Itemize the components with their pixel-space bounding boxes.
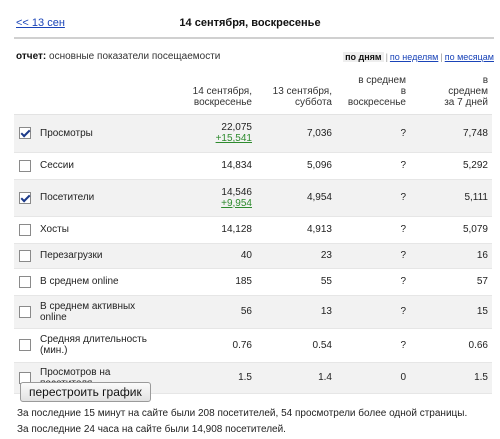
header-divider [14,37,494,39]
value-yesterday: 4,913 [256,216,336,244]
value-avg-7days: 15 [412,295,492,329]
value-yesterday: 1.4 [256,362,336,394]
value-avg-weekday: 0 [336,362,412,394]
report-label: отчет: [16,51,47,62]
value-avg-weekday: ? [336,216,412,244]
value-yesterday: 7,036 [256,114,336,153]
table-header-row: 14 сентября, воскресенье 13 сентября, субб… [14,66,492,115]
metric-name: В среднем online [36,268,174,296]
value-avg-weekday: ? [336,152,412,180]
value-yesterday: 4,954 [256,179,336,217]
metric-name: Средняя длительность (мин.) [36,328,174,363]
table-row: Сессии 14,834 5,096? 5,292 [14,152,492,180]
report-caption: отчет: основные показатели посещаемости [16,51,220,62]
metric-name: Сессии [36,152,174,180]
value-avg-weekday: ? [336,243,412,269]
row-checkbox-cell [14,152,36,180]
footer-line-24h: За последние 24 часа на сайте были 14,90… [17,424,286,435]
value-yesterday: 0.54 [256,328,336,363]
date-header: << 13 сен 14 сентября, воскресенье [0,0,500,44]
metric-name: Хосты [36,216,174,244]
table-row: Просмотры 22,075 +15,541 7,036? 7,748 [14,114,492,153]
value-avg-7days: 57 [412,268,492,296]
row-checkbox-cell [14,328,36,363]
metric-checkbox[interactable] [19,223,31,236]
value-avg-7days: 1.5 [412,362,492,394]
value-yesterday: 13 [256,295,336,329]
value-avg-7days: 5,292 [412,152,492,180]
metric-name: Посетители [36,179,174,217]
value-avg-7days: 7,748 [412,114,492,153]
metric-checkbox[interactable] [19,275,31,288]
value-avg-weekday: ? [336,268,412,296]
value-today: 185 [174,268,256,296]
value-today: 14,834 [174,152,256,180]
metric-name: Просмотры [36,114,174,153]
value-avg-7days: 0.66 [412,328,492,363]
metric-checkbox[interactable] [19,127,31,139]
report-name: основные показатели посещаемости [49,51,221,62]
delta-link[interactable]: +15,541 [215,133,252,144]
period-by-weeks[interactable]: по неделям [389,52,439,62]
value-avg-weekday: ? [336,179,412,217]
table-row: Перезагрузки 40 23? 16 [14,243,492,269]
page-title: 14 сентября, воскресенье [179,17,321,29]
value-yesterday: 5,096 [256,152,336,180]
row-checkbox-cell [14,179,36,217]
metric-name: В среднем активных online [36,295,174,329]
table-row: Посетители 14,546 +9,954 4,954? 5,111 [14,179,492,217]
metric-checkbox[interactable] [19,249,31,262]
period-separator: | [440,52,443,62]
header-col-avg-7days: в среднем за 7 дней [412,66,492,115]
value-today: 22,075 +15,541 [174,114,256,153]
header-col-avg-weekday: в среднем в воскресенье [336,66,412,115]
row-checkbox-cell [14,295,36,329]
value-today: 56 [174,295,256,329]
header-col-yesterday: 13 сентября, суббота [256,66,336,115]
value-today: 40 [174,243,256,269]
value-avg-weekday: ? [336,114,412,153]
value-avg-7days: 5,079 [412,216,492,244]
delta-link[interactable]: +9,954 [221,197,252,209]
row-checkbox-cell [14,114,36,153]
metric-name: Перезагрузки [36,243,174,269]
header-checkbox-col [14,66,36,115]
metric-checkbox[interactable] [19,339,31,351]
stats-table: 14 сентября, воскресенье 13 сентября, субб… [14,66,492,394]
previous-day-link[interactable]: << 13 сен [16,17,65,29]
value-avg-weekday: ? [336,295,412,329]
rebuild-chart-button[interactable]: перестроить график [20,382,151,402]
table-row: В среднем активных online 56 13? 15 [14,295,492,329]
value-avg-7days: 16 [412,243,492,269]
period-by-days[interactable]: по дням [343,52,384,62]
period-separator: | [385,52,388,62]
value-today: 0.76 [174,328,256,363]
row-checkbox-cell [14,268,36,296]
footer-line-15min: За последние 15 минут на сайте были 208 … [17,408,468,419]
table-row: Хосты 14,128 4,913? 5,079 [14,216,492,244]
metric-checkbox[interactable] [19,305,31,318]
row-checkbox-cell [14,243,36,269]
value-today: 14,546 +9,954 [174,179,256,217]
value-avg-7days: 5,111 [412,179,492,217]
value-yesterday: 55 [256,268,336,296]
value-today: 1.5 [174,362,256,394]
table-row: Просмотров напосетителя1.51.401.5 [14,362,492,394]
value-yesterday: 23 [256,243,336,269]
metric-checkbox[interactable] [19,191,31,204]
row-checkbox-cell [14,216,36,244]
period-switcher: по дням | по неделям | по месяцам [343,52,494,62]
header-col-today: 14 сентября, воскресенье [174,66,256,115]
value-avg-weekday: ? [336,328,412,363]
table-row: Средняя длительность (мин.) 0.76 0.54? 0.66 [14,328,492,363]
table-row: В среднем online 185 55? 57 [14,268,492,296]
value-today: 14,128 [174,216,256,244]
period-by-months[interactable]: по месяцам [444,52,494,62]
header-metric-col [36,66,174,115]
metric-checkbox[interactable] [19,159,31,172]
